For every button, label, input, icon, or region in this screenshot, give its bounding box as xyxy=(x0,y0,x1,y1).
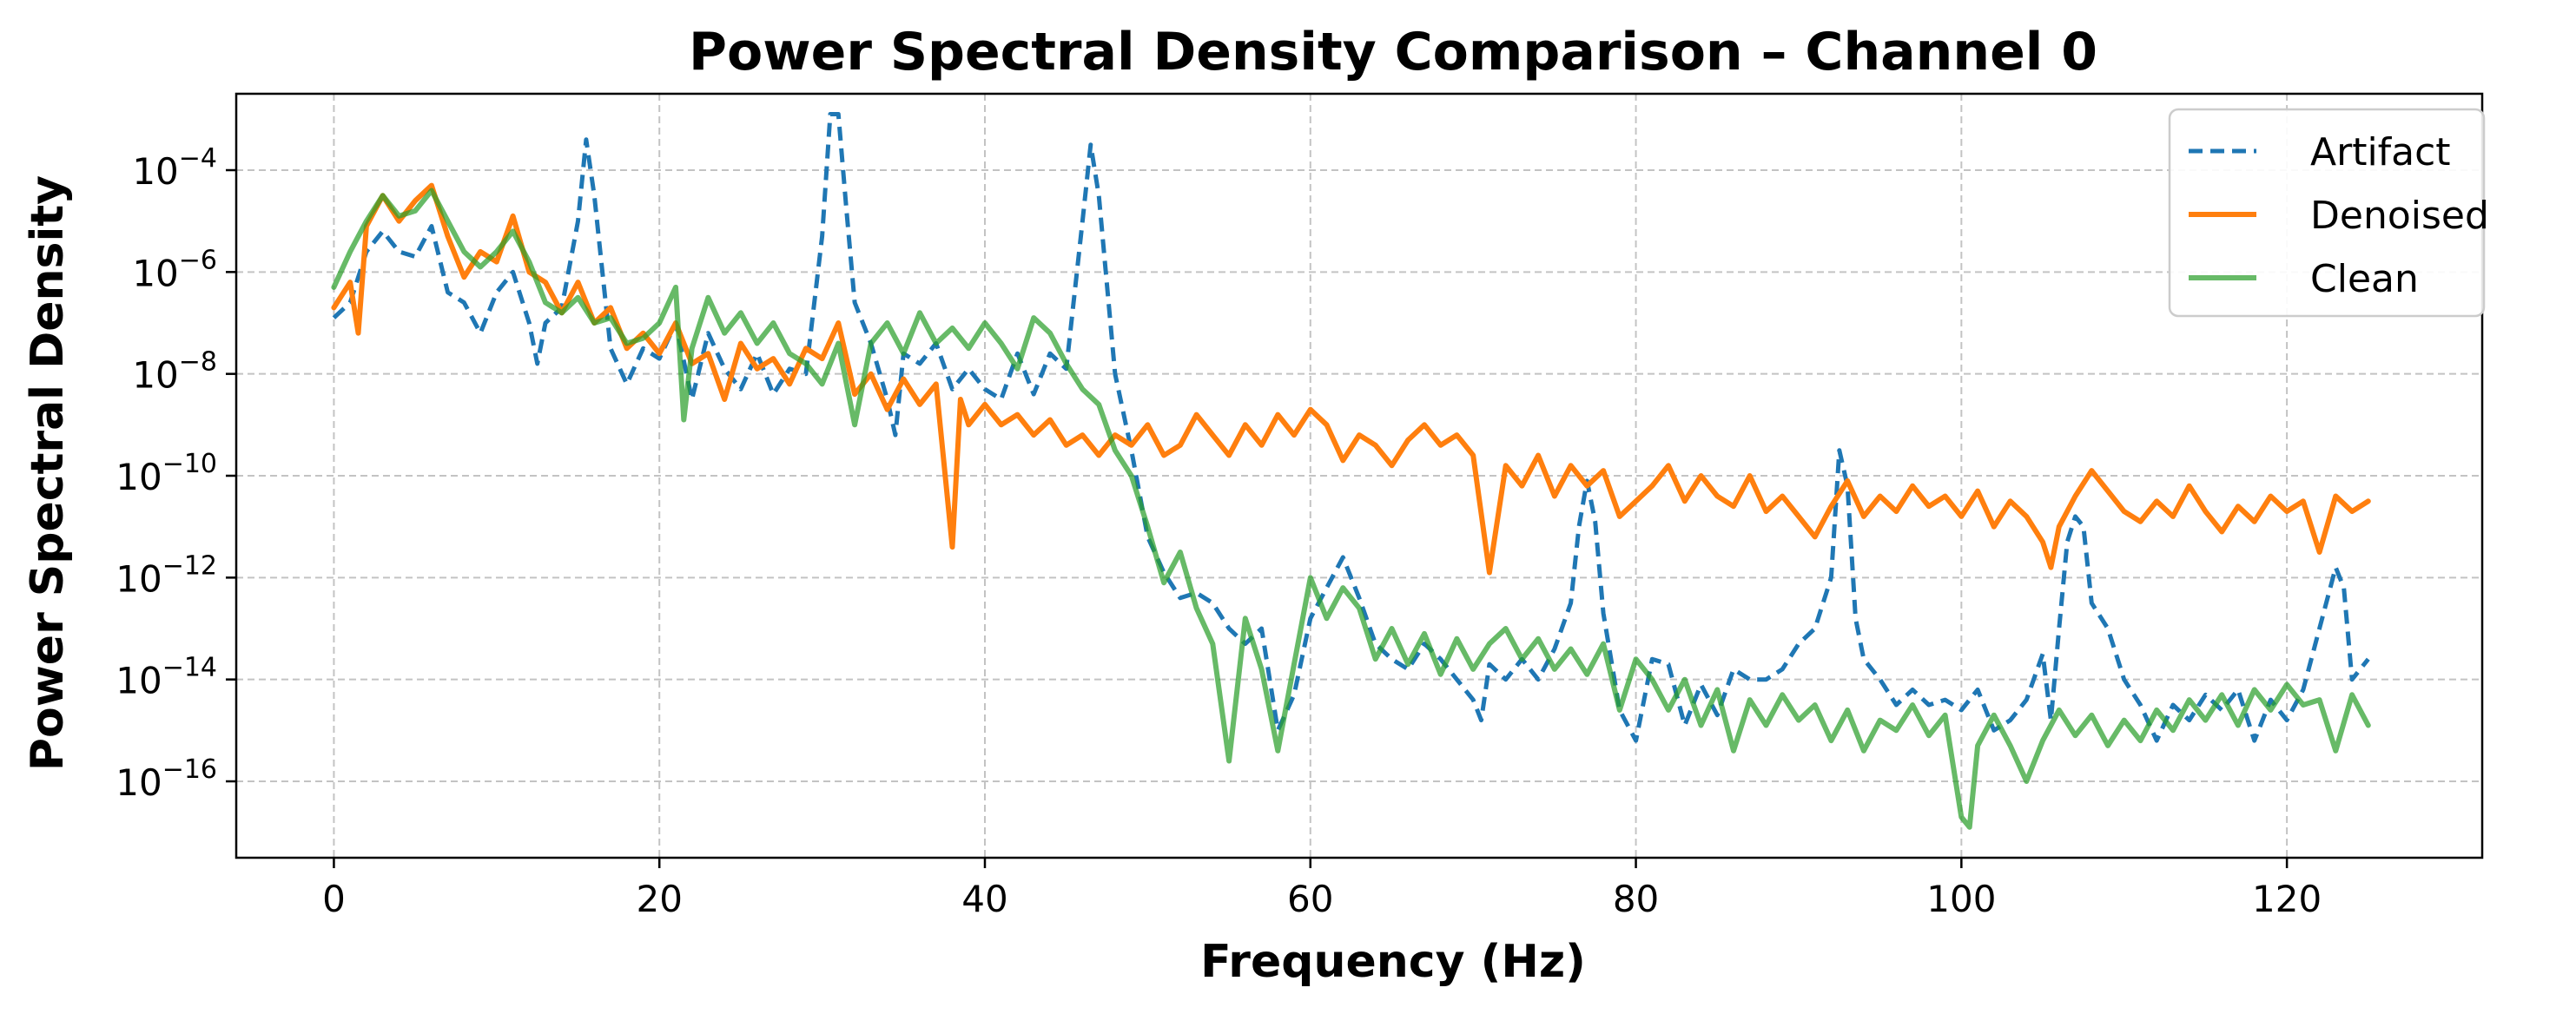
y-tick-label: 10−8 xyxy=(132,347,217,397)
x-tick-label: 0 xyxy=(322,878,346,920)
legend-label-denoised: Denoised xyxy=(2310,194,2489,238)
legend: Artifact Denoised Clean xyxy=(2168,108,2489,318)
x-axis-label: Frequency (Hz) xyxy=(1200,936,1586,988)
series-line-clean xyxy=(331,188,2371,830)
series-layer xyxy=(331,112,2371,830)
legend-box xyxy=(2168,108,2486,318)
x-tick-label: 80 xyxy=(1613,878,1659,920)
y-tick-label: 10−4 xyxy=(132,143,217,193)
y-tick-label: 10−12 xyxy=(116,550,217,600)
x-tick-label: 120 xyxy=(2252,878,2322,920)
x-tick-label: 40 xyxy=(961,878,1007,920)
chart-title: Power Spectral Density Comparison – Chan… xyxy=(689,22,2097,82)
y-tick-label: 10−16 xyxy=(116,754,217,804)
legend-label-clean: Clean xyxy=(2310,257,2419,301)
y-axis-ticks: 10−4 10−6 10−8 10−10 10−12 10−14 10−16 xyxy=(116,143,236,804)
series-line-denoised xyxy=(331,182,2371,576)
grid-layer xyxy=(236,94,2482,858)
y-tick-label: 10−10 xyxy=(116,449,217,498)
y-axis-label: Power Spectral Density xyxy=(22,175,74,771)
x-tick-label: 100 xyxy=(1926,878,1996,920)
x-tick-label: 20 xyxy=(636,878,682,920)
x-tick-label: 60 xyxy=(1287,878,1333,920)
x-axis-ticks: 0 20 40 60 80 100 120 xyxy=(322,858,2322,920)
legend-label-artifact: Artifact xyxy=(2310,130,2451,174)
y-tick-label: 10−14 xyxy=(116,653,217,702)
y-tick-label: 10−6 xyxy=(132,245,217,294)
